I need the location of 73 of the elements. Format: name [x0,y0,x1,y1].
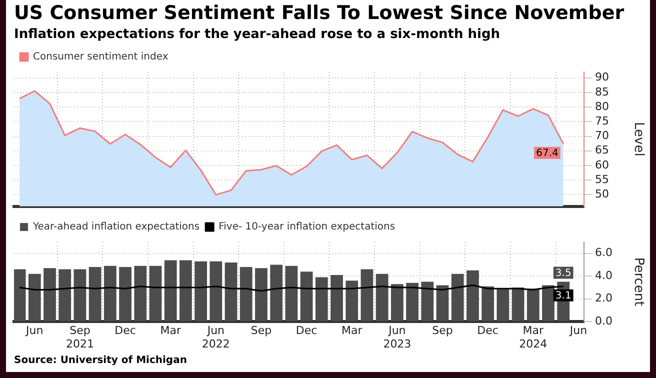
bar [542,285,554,322]
bar [28,274,41,322]
bar [285,266,298,322]
bar [482,286,494,322]
y-tick-label: 70 [595,129,609,142]
y-axis-title: Level [630,122,646,156]
bar [104,266,116,322]
bar [330,274,343,322]
legend-label: Consumer sentiment index [33,52,168,63]
bar [88,267,102,322]
y-axis-title: Percent [630,257,646,306]
y-tick-label: 60 [595,158,609,172]
x-tick-label: Dec [114,324,136,338]
y-tick-label: 4.0 [595,268,612,282]
y-tick-label: 85 [595,85,609,98]
x-tick-label: Sep 2021 [66,324,94,350]
x-tick-label: Sep [250,324,272,338]
y-tick-label: 6.0 [595,246,612,260]
x-tick-label: Jun 2022 [202,324,230,350]
y-tick-label: 55 [595,172,609,186]
x-tick-label: Jun [568,324,588,338]
x-tick-label: Dec [477,324,498,338]
bar [240,267,252,322]
bar [346,280,358,322]
bar [421,282,434,322]
bar [376,274,388,322]
y-tick-label: 80 [595,100,609,113]
bar [194,261,208,322]
bar [180,260,192,322]
bar [406,282,418,322]
data-label: 67.4 [536,148,558,159]
bar [149,266,162,322]
bar [74,269,86,322]
data-label: 3.5 [555,268,572,279]
bar [210,261,222,322]
bar [44,268,56,322]
legend-label: Year-ahead inflation expectations [32,222,200,233]
x-tick-label: Jun [25,324,44,338]
bar [315,277,328,322]
bar [119,267,132,322]
bar [526,288,540,322]
bar [224,262,238,322]
y-tick-label: 75 [595,114,609,128]
x-tick-label: Mar [160,324,182,338]
y-tick-label: 2.0 [595,292,612,305]
y-tick-label: 0.0 [595,314,612,328]
chart-subtitle: Inflation expectations for the year-ahead rose to a six-month high [14,27,500,42]
x-tick-label: Sep [432,324,453,338]
bar [436,285,449,322]
x-tick-label: Jun 2023 [383,324,412,350]
bar [496,288,510,322]
source-note: Source: University of Michigan [14,355,187,366]
x-tick-label: Mar [341,324,363,338]
bar [300,272,313,322]
bar [360,269,374,322]
bar [134,266,147,322]
chart-title: US Consumer Sentiment Falls To Lowest Since November [14,2,624,24]
x-tick-label: Mar 2024 [519,324,548,350]
legend-label: Five- 10-year inflation expectations [218,222,396,233]
bar [14,269,26,322]
bar [270,264,283,322]
x-tick-label: Dec [296,324,318,338]
bar [58,269,72,322]
bar [390,284,404,322]
y-tick-label: 65 [595,144,609,157]
bar [255,268,268,322]
data-label: 3.1 [555,290,572,302]
y-tick-label: 50 [595,188,609,201]
bar [466,270,479,322]
bar [451,274,464,322]
bar [164,260,177,322]
bar [512,287,524,322]
y-tick-label: 90 [595,70,609,84]
